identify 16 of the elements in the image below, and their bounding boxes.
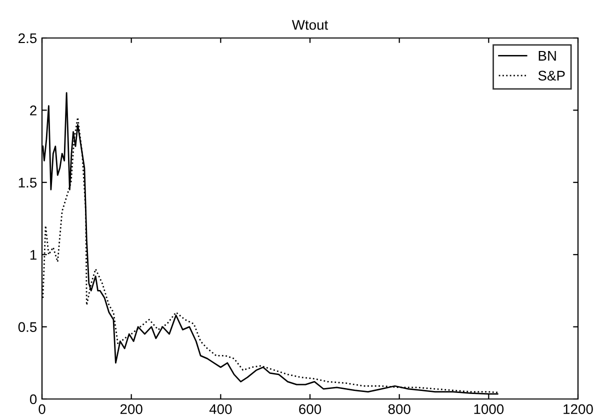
x-tick-label: 200 (120, 404, 142, 414)
y-tick-label: 2.5 (18, 33, 37, 44)
x-tick-label: 400 (209, 404, 232, 414)
legend-label: BN (538, 51, 556, 61)
y-tick-label: 0.5 (18, 322, 37, 332)
y-tick-label: 1.5 (18, 178, 37, 188)
y-tick-label: 0 (30, 394, 37, 404)
x-tick-label: 1000 (474, 404, 504, 414)
y-tick-label: 1 (30, 250, 36, 260)
y-tick-label: 2 (30, 106, 36, 116)
x-tick-label: 600 (299, 404, 322, 414)
legend-label: S&P (538, 70, 565, 81)
chart-title: Wtout (292, 20, 328, 30)
x-tick-label: 1200 (564, 404, 593, 414)
x-tick-label: 800 (388, 404, 410, 414)
x-tick-label: 0 (38, 404, 46, 414)
